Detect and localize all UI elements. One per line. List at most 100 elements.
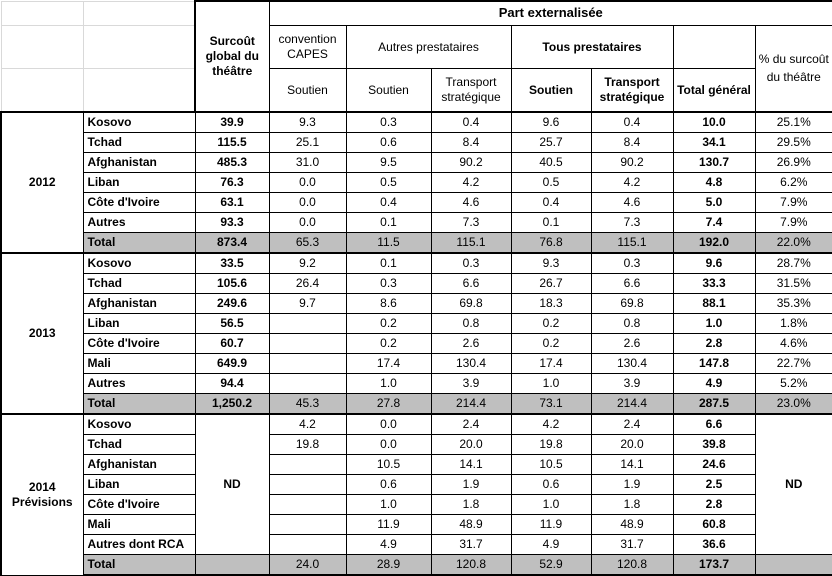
data-cell: 2.6 [590,333,674,354]
data-cell: 173.7 [672,554,756,576]
data-cell: 63.1 [194,192,270,213]
data-cell [268,333,347,354]
data-cell: 0.1 [510,212,592,233]
data-cell: 69.8 [430,293,512,314]
data-cell: 0.4 [510,192,592,213]
total-label-cell: Total [82,232,196,254]
data-cell: 2.6 [430,333,512,354]
data-cell [268,534,347,555]
data-cell [754,554,832,576]
data-cell: 4.9 [345,534,432,555]
data-cell: 56.5 [194,313,270,334]
data-cell: 9.5 [345,152,432,173]
data-cell: 76.8 [510,232,592,254]
data-cell: 48.9 [590,514,674,535]
data-cell: 31.5% [754,273,832,294]
data-cell: 873.4 [194,232,270,254]
column-header-soutien-tous: Soutien [510,68,592,113]
country-cell: Liban [82,474,196,495]
data-cell [268,494,347,515]
data-cell: 0.1 [345,252,432,274]
data-cell [194,554,270,576]
data-cell: 11.9 [345,514,432,535]
table-header: Surcoût global du théâtre Part externali… [0,0,832,113]
data-cell: 1.0 [345,373,432,394]
data-cell: 3.9 [430,373,512,394]
data-cell: 7.9% [754,212,832,233]
data-cell: 31.0 [268,152,347,173]
data-cell: 33.3 [672,273,756,294]
data-cell: 3.9 [590,373,674,394]
data-cell: 130.4 [590,353,674,374]
data-cell [268,353,347,374]
data-cell: 4.9 [510,534,592,555]
data-cell: 8.6 [345,293,432,314]
empty-header-cell [82,0,196,26]
data-cell: 28.9 [345,554,432,576]
data-cell: 9.6 [672,252,756,274]
data-cell: 214.4 [430,393,512,415]
country-cell: Autres dont RCA [82,534,196,555]
data-cell [268,514,347,535]
data-cell: 10.5 [345,454,432,475]
country-cell: Tchad [82,434,196,455]
column-header-transport-autres: Transport stratégique [430,68,512,113]
data-cell: 60.8 [672,514,756,535]
data-cell: 73.1 [510,393,592,415]
data-cell: 1.8 [590,494,674,515]
year-cell: 2013 [0,252,84,415]
year-cell: 2014 Prévisions [0,413,84,576]
data-cell: 7.3 [430,212,512,233]
nd-pct-cell: ND [754,413,832,555]
data-cell: 0.6 [510,474,592,495]
data-row: Tchad 105.6 26.4 0.3 6.6 26.7 6.6 33.3 31.5% [1,273,832,294]
data-cell: 7.4 [672,212,756,233]
data-cell [268,313,347,334]
data-cell: 130.7 [672,152,756,173]
data-cell: 20.0 [430,434,512,455]
data-row: Afghanistan 249.6 9.7 8.6 69.8 18.3 69.8 88.1 35… [1,293,832,314]
data-cell: 10.5 [510,454,592,475]
data-cell: 147.8 [672,353,756,374]
empty-header-cell [672,25,756,69]
data-cell: 0.0 [268,172,347,193]
data-cell: 1.0 [510,494,592,515]
data-cell: 1.9 [430,474,512,495]
data-cell: 28.7% [754,252,832,274]
column-header-soutien-capes: Soutien [268,68,347,113]
data-cell: 485.3 [194,152,270,173]
column-header-soutien-autres: Soutien [345,68,432,113]
data-cell: 40.5 [510,152,592,173]
data-cell: 93.3 [194,212,270,233]
data-cell: 130.4 [430,353,512,374]
data-cell: 249.6 [194,293,270,314]
data-cell: 115.1 [430,232,512,254]
country-cell: Côte d'Ivoire [82,192,196,213]
data-cell [268,474,347,495]
data-row: Tchad 19.8 0.0 20.0 19.8 20.0 39.8 [1,434,832,455]
data-cell: 76.3 [194,172,270,193]
data-row: Autres 94.4 1.0 3.9 1.0 3.9 4.9 5.2% [1,373,832,394]
data-cell: 18.3 [510,293,592,314]
data-cell: 27.8 [345,393,432,415]
data-cell: 10.0 [672,111,756,133]
data-cell: 23.0% [754,393,832,415]
data-cell: 0.1 [345,212,432,233]
data-cell: 14.1 [430,454,512,475]
data-cell: 90.2 [430,152,512,173]
group-header-autres-prestataires: Autres prestataires [345,25,512,69]
data-cell: 17.4 [510,353,592,374]
column-header-convention-capes: convention CAPES [268,25,347,69]
data-cell: 2.8 [672,494,756,515]
data-cell: 0.3 [590,252,674,274]
data-cell: 1.8% [754,313,832,334]
data-cell: 9.3 [268,111,347,133]
data-cell: 1.9 [590,474,674,495]
data-cell: 0.6 [345,132,432,153]
data-cell: 6.2% [754,172,832,193]
country-cell: Liban [82,172,196,193]
data-row: Côte d'Ivoire 60.7 0.2 2.6 0.2 2.6 2.8 4.6% [1,333,832,354]
data-cell: 0.6 [345,474,432,495]
data-cell: 0.0 [345,434,432,455]
